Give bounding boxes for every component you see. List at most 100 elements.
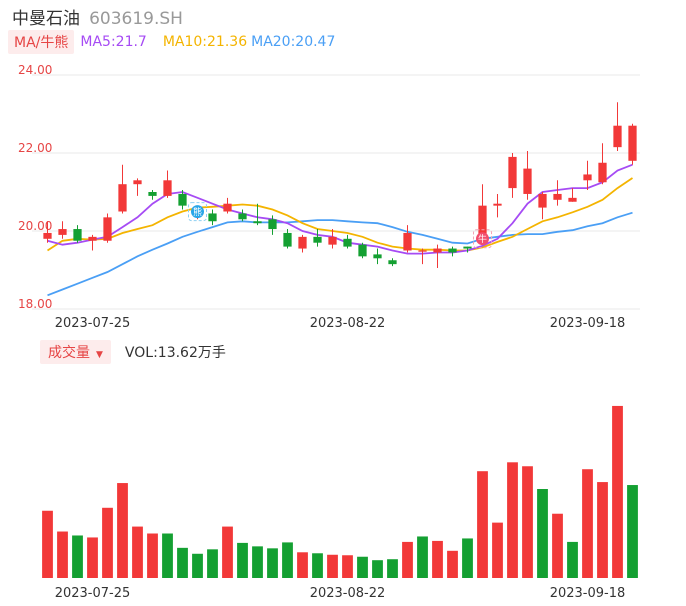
candle-body xyxy=(373,254,382,259)
candle-body xyxy=(268,219,277,230)
volume-bar xyxy=(492,522,503,578)
candlestick xyxy=(313,229,322,247)
candle-body xyxy=(568,197,577,202)
candlestick xyxy=(343,234,352,249)
marker-glyph: 牛 xyxy=(478,233,487,245)
volume-bar xyxy=(312,553,323,578)
candle-body xyxy=(43,232,52,239)
candlesticks xyxy=(43,102,637,269)
x-tick-label: 2023-08-22 xyxy=(310,316,386,331)
candlestick xyxy=(508,153,517,198)
price-axis-labels: 24.00 22.00 20.00 18.00 xyxy=(18,63,52,311)
candle-body xyxy=(523,168,532,194)
candlestick xyxy=(133,178,142,196)
candlestick xyxy=(523,151,532,200)
candlestick xyxy=(628,123,637,165)
volume-bar xyxy=(627,485,638,578)
volume-bar xyxy=(447,550,458,578)
x-tick-label: 2023-09-18 xyxy=(550,316,626,331)
candle-body xyxy=(358,244,367,257)
bull-signal-marker: 牛 xyxy=(473,229,492,249)
candle-body xyxy=(613,125,622,148)
candle-body xyxy=(463,246,472,249)
candle-body xyxy=(583,174,592,181)
candle-body xyxy=(433,248,442,253)
candle-body xyxy=(133,180,142,185)
stock-header: 中曼石油 603619.SH xyxy=(12,4,183,29)
volume-bar xyxy=(567,541,578,578)
volume-bar xyxy=(42,510,53,578)
ma-lines xyxy=(47,163,634,297)
candle-body xyxy=(328,236,337,245)
volume-bar xyxy=(462,538,473,578)
volume-bar xyxy=(252,546,263,578)
volume-bar xyxy=(132,526,143,578)
candlestick xyxy=(208,209,217,226)
volume-bar xyxy=(597,482,608,578)
date-axis-labels: 2023-07-25 2023-08-22 2023-09-18 xyxy=(55,316,626,331)
volume-date-labels: 2023-07-25 2023-08-22 2023-09-18 xyxy=(55,586,626,601)
candle-body xyxy=(418,250,427,252)
volume-bar xyxy=(612,405,623,578)
volume-bar xyxy=(57,531,68,578)
candle-body xyxy=(178,193,187,206)
volume-bars xyxy=(42,405,638,578)
candlestick xyxy=(268,215,277,235)
candlestick xyxy=(298,234,307,253)
candlestick xyxy=(253,203,262,226)
y-tick-label: 24.00 xyxy=(18,63,52,77)
volume-bar xyxy=(162,533,173,578)
candle-body xyxy=(493,203,502,206)
candlestick xyxy=(538,192,547,220)
ma5-legend: MA5:21.7 xyxy=(80,34,147,50)
volume-legend: 成交量 ▼ VOL:13.62万手 xyxy=(40,340,226,364)
candlestick xyxy=(388,258,397,267)
candlestick xyxy=(583,160,592,191)
candlestick xyxy=(283,229,292,249)
volume-indicator-dropdown[interactable]: 成交量 ▼ xyxy=(40,340,111,364)
candle-body xyxy=(73,229,82,241)
candle-body xyxy=(163,180,172,196)
volume-bar xyxy=(327,554,338,578)
volume-bar xyxy=(342,555,353,578)
candle-body xyxy=(208,213,217,222)
candle-body xyxy=(478,205,487,237)
volume-bar xyxy=(177,547,188,578)
marker-dot xyxy=(476,232,489,246)
candlestick xyxy=(358,242,367,259)
candlestick xyxy=(58,221,67,239)
ma5-line xyxy=(47,163,633,255)
stock-code: 603619.SH xyxy=(89,9,183,29)
candle-body xyxy=(118,184,127,212)
volume-bar xyxy=(552,513,563,578)
candlestick xyxy=(613,102,622,152)
candlestick xyxy=(328,229,337,249)
volume-bar xyxy=(297,552,308,578)
candle-body xyxy=(298,236,307,249)
volume-bar xyxy=(537,489,548,578)
marker-frame xyxy=(188,202,207,222)
candle-body xyxy=(628,125,637,161)
ma10-line xyxy=(47,177,634,252)
volume-bar xyxy=(207,549,218,578)
volume-bar xyxy=(357,556,368,578)
candle-body xyxy=(403,232,412,251)
candlestick xyxy=(148,190,157,200)
marker-dot xyxy=(191,205,204,219)
ma-bull-bear-toggle[interactable]: MA/牛熊 xyxy=(8,30,75,54)
candlestick xyxy=(433,244,442,269)
candlestick xyxy=(448,246,457,257)
candle-body xyxy=(538,193,547,208)
candlestick xyxy=(568,188,577,202)
candle-body xyxy=(508,156,517,189)
volume-x-tick-label: 2023-08-22 xyxy=(310,586,386,601)
candle-body xyxy=(388,260,397,265)
volume-bar xyxy=(432,540,443,578)
bear-signal-marker: 熊 xyxy=(188,202,207,222)
candlestick xyxy=(598,143,607,185)
volume-indicator-label: 成交量 xyxy=(48,345,90,361)
volume-bar xyxy=(222,526,233,578)
candlestick xyxy=(493,193,502,218)
volume-bar xyxy=(477,471,488,578)
